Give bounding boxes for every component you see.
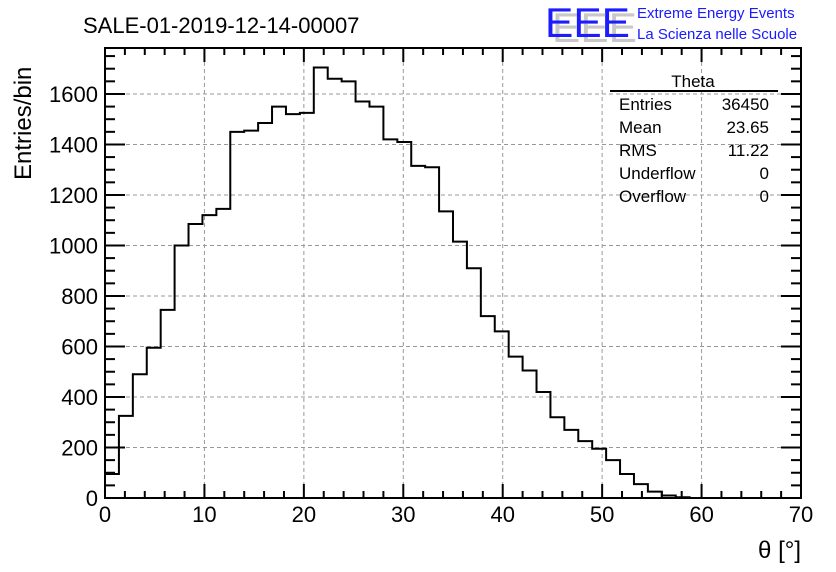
- logo-text: EEE: [545, 0, 630, 46]
- logo-line1: Extreme Energy Events: [637, 5, 795, 22]
- x-axis-label: θ [°]: [758, 537, 801, 564]
- x-tick-label: 20: [292, 502, 316, 527]
- y-tick-label: 800: [61, 284, 98, 309]
- stats-value: 0: [760, 164, 769, 183]
- stats-label: RMS: [619, 141, 657, 160]
- stats-label: Entries: [619, 95, 672, 114]
- y-tick-label: 1400: [49, 132, 98, 157]
- y-tick-labels: 0 200 400 600 800 1000 1200 1400 1600: [49, 82, 98, 511]
- x-tick-label: 50: [590, 502, 614, 527]
- y-tick-label: 1600: [49, 82, 98, 107]
- y-tick-label: 200: [61, 435, 98, 460]
- eee-logo: EEE Extreme Energy Events La Scienza nel…: [545, 0, 797, 46]
- grid-lines: [105, 48, 801, 498]
- y-tick-label: 400: [61, 385, 98, 410]
- stats-box: Theta Entries 36450 Mean 23.65 RMS 11.22…: [610, 72, 778, 206]
- x-tick-label: 30: [391, 502, 415, 527]
- stats-title: Theta: [671, 72, 715, 91]
- stats-value: 11.22: [728, 141, 769, 160]
- stats-value: 23.65: [726, 118, 769, 137]
- x-tick-label: 70: [789, 502, 813, 527]
- histogram-line: [105, 66, 801, 499]
- y-tick-label: 1200: [49, 183, 98, 208]
- stats-label: Underflow: [619, 164, 696, 183]
- y-axis-label: Entries/bin: [10, 67, 37, 180]
- stats-label: Mean: [619, 118, 662, 137]
- x-tick-label: 60: [689, 502, 713, 527]
- x-tick-label: 10: [192, 502, 216, 527]
- stats-value: 36450: [722, 95, 769, 114]
- x-tick-label: 40: [490, 502, 514, 527]
- y-tick-label: 0: [86, 486, 98, 511]
- stats-value: 0: [760, 187, 769, 206]
- logo-line2: La Scienza nelle Scuole: [637, 26, 797, 43]
- y-tick-label: 600: [61, 334, 98, 359]
- y-tick-label: 1000: [49, 233, 98, 258]
- chart-title: SALE-01-2019-12-14-00007: [83, 13, 359, 38]
- x-tick-labels: 0 10 20 30 40 50 60 70: [99, 502, 813, 527]
- x-tick-label: 0: [99, 502, 111, 527]
- stats-label: Overflow: [619, 187, 687, 206]
- plot-frame: [104, 47, 802, 499]
- axis-ticks: [104, 48, 802, 499]
